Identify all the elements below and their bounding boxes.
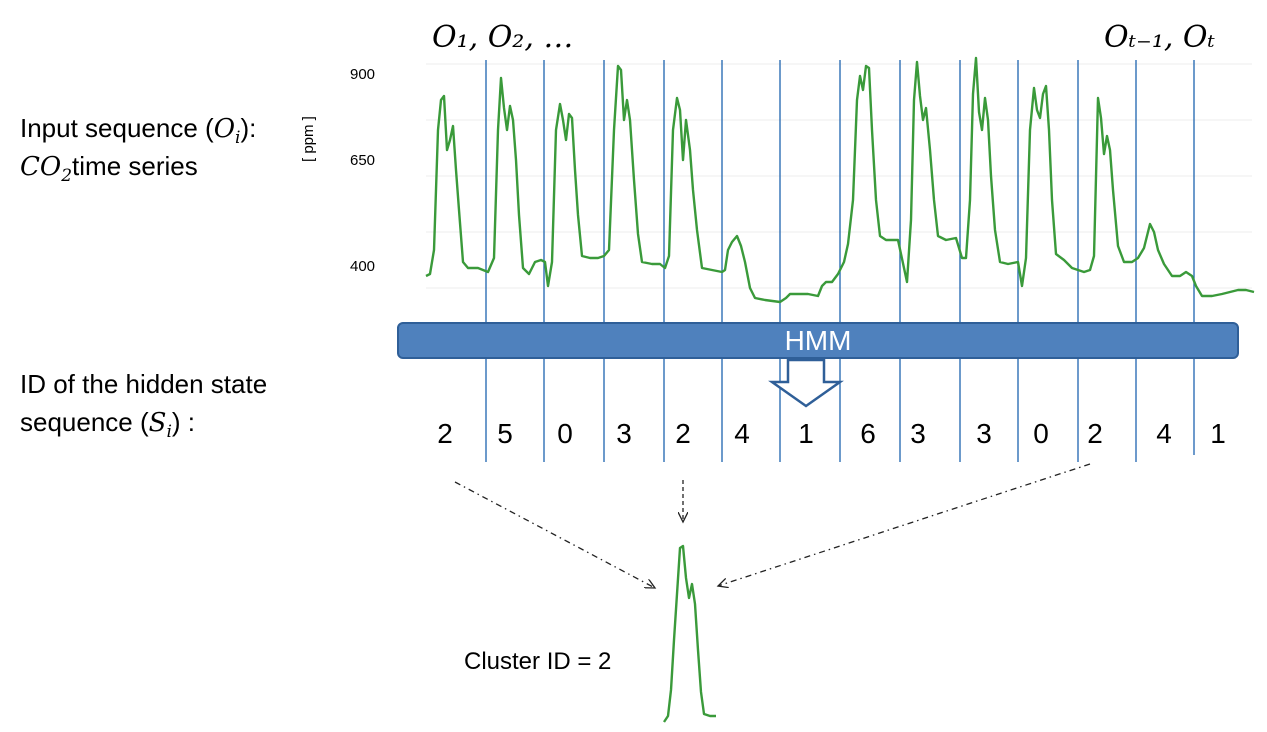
pointer-arrow-left — [454, 481, 655, 588]
hmm-label: HMM — [784, 325, 852, 356]
hmm-bar: HMM — [397, 322, 1239, 359]
input-sequence-label: Input sequence (Oi): — [20, 110, 256, 156]
co2-series-line — [425, 56, 1255, 304]
hidden-label-sub: i — [166, 422, 172, 443]
input-label-prefix: Input sequence ( — [20, 113, 214, 143]
hidden-state-label-line2: sequence (Si) : — [20, 404, 195, 450]
state-id: 2 — [675, 418, 691, 449]
segment-lines-bottom — [485, 359, 1195, 462]
state-id: 3 — [616, 418, 632, 449]
co2-label: CO2time series — [20, 148, 198, 194]
hidden-state-label-line1: ID of the hidden state — [20, 369, 268, 399]
segment-lines-top — [485, 60, 1195, 322]
state-id: 5 — [497, 418, 513, 449]
input-label-sub: i — [235, 128, 241, 149]
pointer-arrow-right — [718, 463, 1091, 586]
hidden-label-suffix: ) : — [171, 407, 196, 437]
state-id: 2 — [1087, 418, 1103, 449]
input-label-var: O — [213, 114, 236, 144]
state-id: 1 — [798, 418, 814, 449]
hidden-label-var: S — [148, 408, 167, 438]
hmm-down-arrow — [768, 358, 844, 408]
state-id: 3 — [910, 418, 926, 449]
hidden-label-prefix: sequence ( — [20, 407, 149, 437]
input-label-suffix: ): — [240, 113, 257, 143]
state-id: 2 — [437, 418, 453, 449]
state-id: 0 — [557, 418, 573, 449]
y-tick-400: 400 — [350, 258, 376, 275]
obs-label-left: O₁, O₂, … — [432, 20, 574, 55]
state-id: 0 — [1033, 418, 1049, 449]
co2-suffix: time series — [72, 151, 198, 181]
y-tick-900: 900 — [350, 66, 376, 83]
y-tick-650: 650 — [350, 152, 376, 169]
state-id: 4 — [1156, 418, 1172, 449]
state-id: 1 — [1210, 418, 1226, 449]
cluster-shape-line — [663, 544, 716, 723]
co2-sub: 2 — [61, 166, 73, 187]
co2-var: CO — [20, 152, 62, 182]
cluster-id-label: Cluster ID = 2 — [464, 648, 612, 675]
state-id: 4 — [734, 418, 750, 449]
state-id: 6 — [860, 418, 876, 449]
obs-label-right: Oₜ₋₁, Oₜ — [1104, 20, 1215, 55]
gridlines — [426, 63, 1252, 289]
state-id: 3 — [976, 418, 992, 449]
